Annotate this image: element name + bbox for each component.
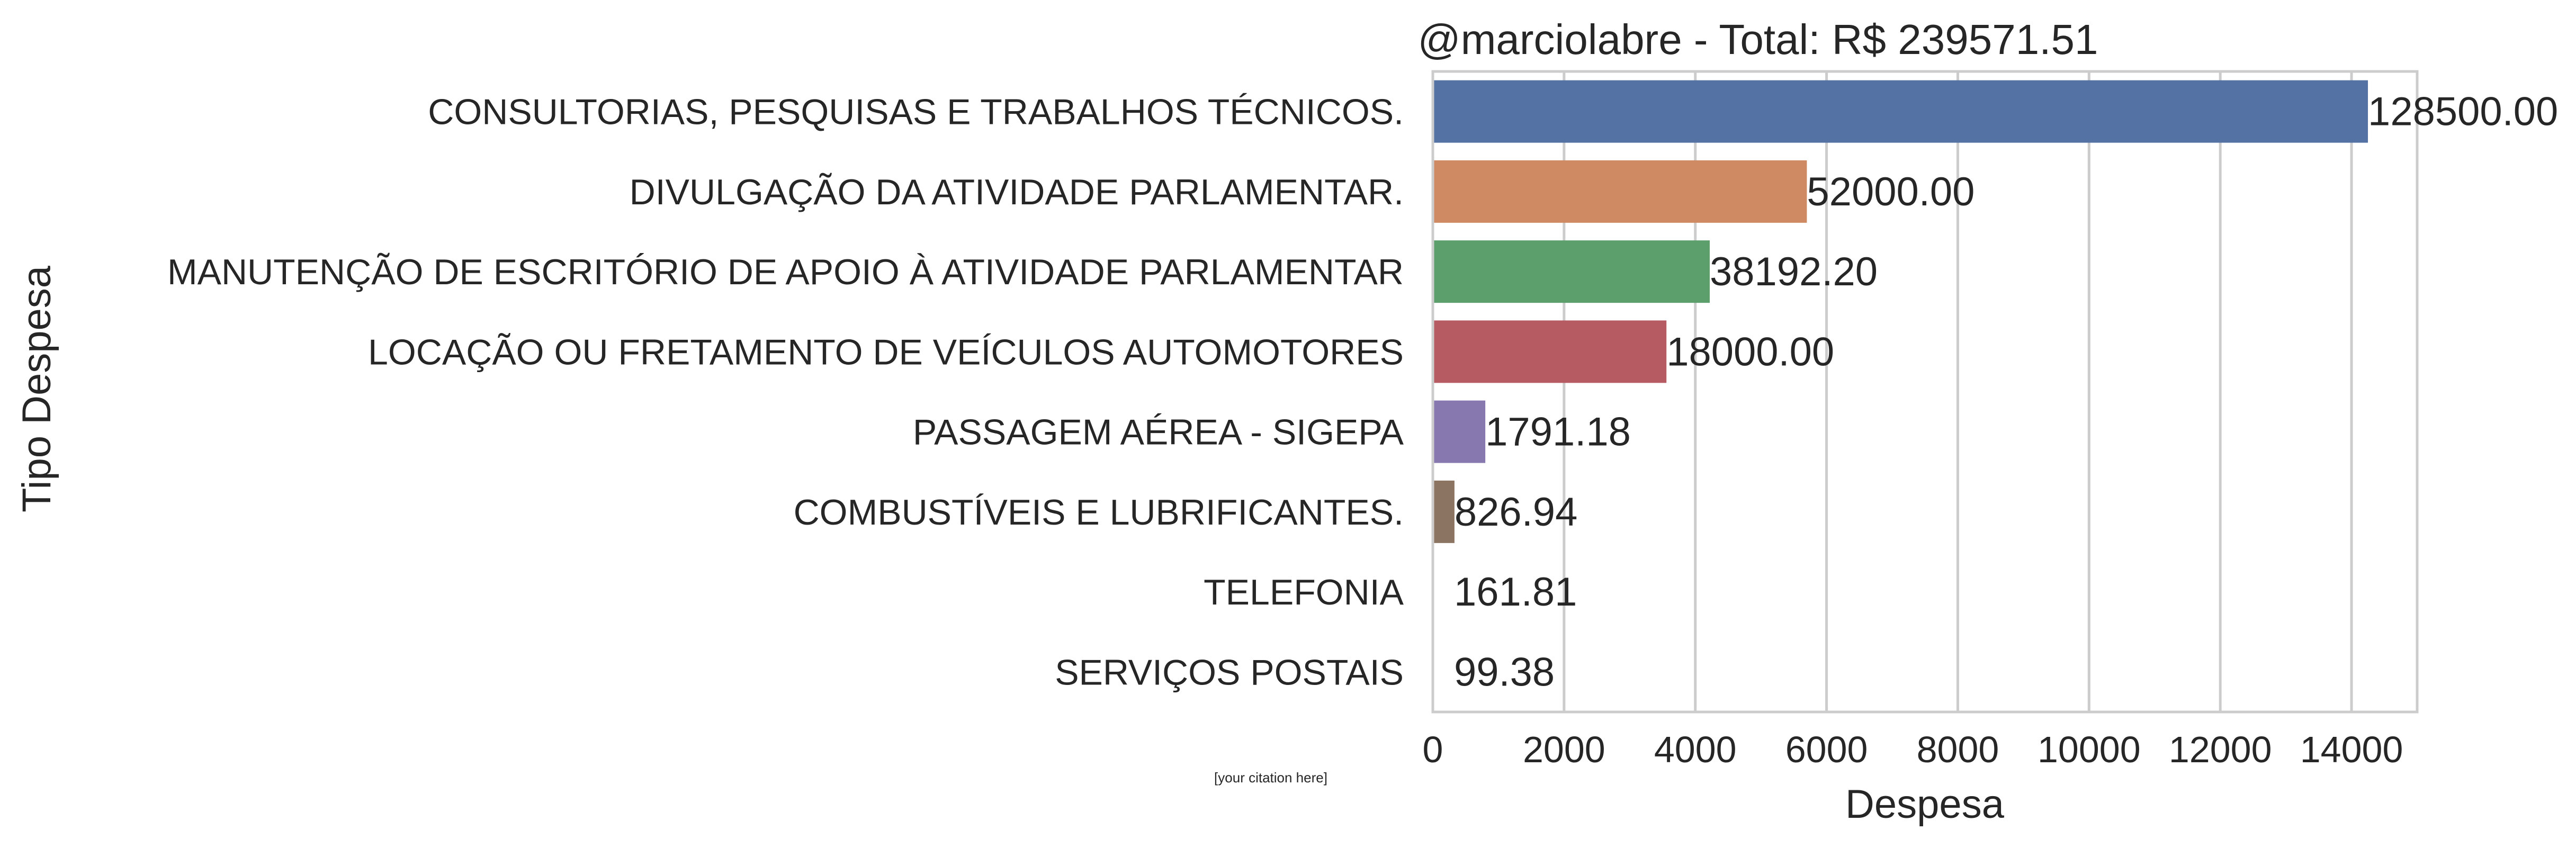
y-axis-title: Tipo Despesa	[14, 265, 59, 512]
plot-frame	[1431, 70, 2419, 714]
data-label: 161.81	[1454, 570, 1577, 615]
category-label: CONSULTORIAS, PESQUISAS E TRABALHOS TÉCN…	[428, 92, 1404, 132]
category-label: MANUTENÇÃO DE ESCRITÓRIO DE APOIO À ATIV…	[167, 252, 1404, 292]
bar	[1433, 240, 1710, 303]
x-tick-label: 14000	[2300, 729, 2403, 770]
chart-title: @marciolabre - Total: R$ 239571.51	[1418, 16, 2098, 63]
bar	[1433, 160, 1807, 223]
bars	[1433, 80, 2368, 543]
citation: [your citation here]	[1214, 770, 1327, 786]
data-label: 38192.20	[1710, 249, 1878, 294]
x-tick-label: 2000	[1523, 729, 1605, 770]
category-label: TELEFONIA	[1204, 572, 1404, 612]
data-label: 99.38	[1454, 649, 1555, 694]
x-tick-labels: 0 2000 4000 6000 8000 10000 12000 14000	[1423, 729, 2403, 770]
x-axis-title: Despesa	[1845, 782, 2005, 827]
category-label: SERVIÇOS POSTAIS	[1055, 652, 1404, 692]
x-tick-label: 8000	[1917, 729, 1999, 770]
category-label: DIVULGAÇÃO DA ATIVIDADE PARLAMENTAR.	[630, 172, 1404, 212]
category-labels: CONSULTORIAS, PESQUISAS E TRABALHOS TÉCN…	[167, 92, 1404, 693]
x-tick-label: 6000	[1785, 729, 1868, 770]
x-tick-label: 0	[1423, 729, 1443, 770]
x-tick-label: 10000	[2038, 729, 2141, 770]
data-label: 52000.00	[1807, 169, 1974, 214]
data-label: 18000.00	[1666, 329, 1834, 374]
data-label: 128500.00	[2368, 89, 2558, 134]
x-tick-label: 12000	[2169, 729, 2272, 770]
data-label: 1791.18	[1485, 410, 1631, 455]
x-tick-label: 4000	[1654, 729, 1737, 770]
bar	[1433, 80, 2368, 143]
data-labels: 128500.00 52000.00 38192.20 18000.00 1791.18…	[1454, 89, 2558, 695]
category-label: LOCAÇÃO OU FRETAMENTO DE VEÍCULOS AUTOMO…	[368, 332, 1404, 372]
bar	[1433, 320, 1667, 383]
bar	[1433, 480, 1455, 543]
category-label: PASSAGEM AÉREA - SIGEPA	[913, 412, 1404, 453]
category-label: COMBUSTÍVEIS E LUBRIFICANTES.	[794, 492, 1404, 533]
data-label: 826.94	[1455, 490, 1577, 535]
bar	[1433, 400, 1486, 463]
